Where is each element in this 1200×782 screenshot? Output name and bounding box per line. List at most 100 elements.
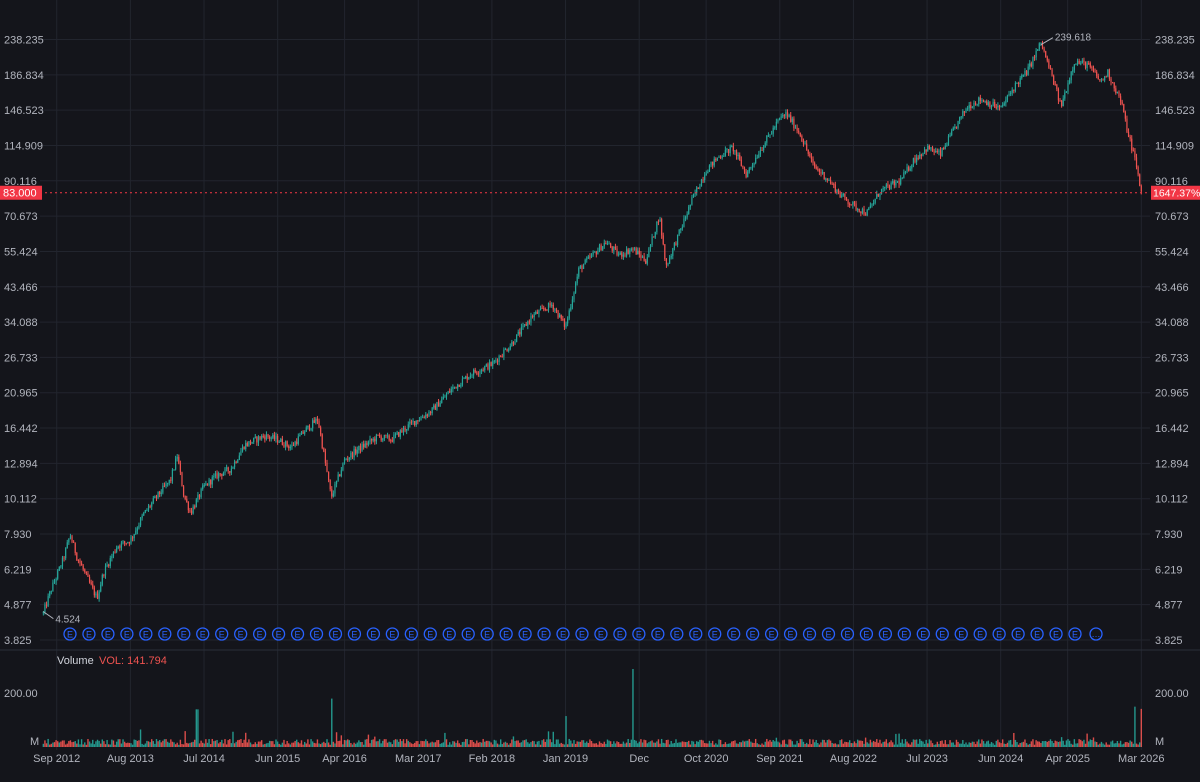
- earnings-marker-icon[interactable]: E: [518, 627, 532, 641]
- earnings-marker-icon[interactable]: E: [594, 627, 608, 641]
- earnings-marker-icon[interactable]: E: [878, 627, 893, 641]
- earnings-marker-icon[interactable]: E: [82, 627, 96, 641]
- volume-bar: [1001, 739, 1004, 747]
- earnings-more-icon[interactable]: …: [1089, 627, 1103, 641]
- earnings-marker-icon[interactable]: E: [1030, 627, 1044, 641]
- volume-bar: [230, 743, 233, 747]
- earnings-marker-icon[interactable]: E: [537, 627, 551, 641]
- candle-body: [447, 391, 449, 395]
- candle-body: [1064, 92, 1066, 99]
- volume-bar: [810, 744, 813, 747]
- earnings-marker-icon[interactable]: E: [215, 627, 229, 641]
- earnings-marker-icon[interactable]: E: [840, 627, 855, 641]
- candle-body: [493, 360, 495, 362]
- earnings-marker-icon[interactable]: E: [196, 627, 210, 641]
- earnings-marker-icon[interactable]: E: [783, 627, 798, 641]
- earnings-marker-icon[interactable]: E: [632, 627, 646, 641]
- earnings-marker-icon[interactable]: E: [992, 627, 1006, 641]
- volume-bar: [49, 744, 51, 747]
- earnings-marker-icon[interactable]: E: [745, 627, 760, 641]
- earnings-marker-icon[interactable]: E: [271, 627, 286, 641]
- volume-bar: [168, 742, 170, 747]
- earnings-marker-icon[interactable]: E: [897, 627, 911, 641]
- earnings-marker-icon[interactable]: E: [613, 627, 627, 641]
- candle-body: [570, 307, 572, 311]
- earnings-marker-icon[interactable]: E: [651, 627, 665, 641]
- candle-body: [1072, 69, 1074, 72]
- earnings-marker-icon[interactable]: E: [821, 627, 836, 641]
- earnings-marker-icon[interactable]: E: [347, 627, 362, 641]
- candle-body: [579, 265, 581, 268]
- earnings-marker-ring: [556, 627, 570, 641]
- earnings-marker-icon[interactable]: E: [234, 627, 248, 641]
- earnings-marker-icon[interactable]: E: [328, 627, 343, 641]
- earnings-marker-icon[interactable]: E: [708, 627, 722, 641]
- earnings-marker-icon[interactable]: E: [973, 627, 987, 641]
- volume-bar: [662, 742, 664, 747]
- earnings-marker-icon[interactable]: E: [63, 627, 77, 641]
- earnings-marker-icon[interactable]: E: [575, 627, 589, 641]
- candle-body: [484, 366, 486, 371]
- candle-body: [50, 591, 52, 593]
- candle-body: [178, 457, 180, 464]
- volume-bar: [425, 739, 427, 747]
- candle-body: [594, 251, 596, 253]
- earnings-marker-icon[interactable]: E: [290, 627, 305, 641]
- earnings-marker-icon[interactable]: E: [499, 627, 513, 641]
- earnings-marker-icon[interactable]: E: [252, 627, 267, 641]
- volume-bar: [654, 742, 656, 747]
- candle-body: [235, 461, 237, 463]
- volume-bar: [503, 742, 505, 747]
- earnings-marker-icon[interactable]: E: [1068, 627, 1082, 641]
- earnings-marker-icon[interactable]: E: [727, 627, 741, 641]
- volume-bar: [291, 742, 293, 747]
- volume-bar: [319, 744, 322, 747]
- earnings-marker-icon[interactable]: E: [916, 627, 930, 641]
- candle-body: [361, 444, 363, 451]
- earnings-marker-icon[interactable]: E: [480, 627, 494, 641]
- candle-body: [751, 165, 754, 168]
- volume-bar: [292, 742, 295, 747]
- earnings-marker-icon[interactable]: E: [442, 627, 456, 641]
- earnings-marker-icon[interactable]: E: [802, 627, 817, 641]
- earnings-marker-icon[interactable]: E: [556, 627, 570, 641]
- earnings-marker-icon[interactable]: E: [689, 627, 703, 641]
- candle-body: [998, 105, 1001, 108]
- earnings-marker-icon[interactable]: E: [120, 627, 134, 641]
- earnings-marker-icon[interactable]: E: [158, 627, 172, 641]
- volume-bar: [1060, 737, 1063, 747]
- earnings-marker-icon[interactable]: E: [101, 627, 115, 641]
- candle-body: [383, 434, 385, 439]
- candle-body: [304, 431, 306, 434]
- volume-bar: [1052, 743, 1055, 747]
- earnings-marker-icon[interactable]: E: [1011, 627, 1025, 641]
- earnings-marker-icon[interactable]: E: [670, 627, 684, 641]
- earnings-marker-glyph: E: [276, 630, 282, 640]
- earnings-marker-ring: [215, 627, 229, 641]
- earnings-marker-icon[interactable]: E: [366, 627, 381, 641]
- volume-bar: [128, 742, 131, 747]
- candle-body: [750, 167, 752, 169]
- candle-body: [879, 194, 881, 197]
- earnings-marker-glyph: E: [427, 630, 433, 640]
- volume-bar: [300, 740, 303, 747]
- earnings-marker-icon[interactable]: E: [423, 627, 437, 641]
- volume-bar: [1040, 742, 1042, 747]
- earnings-marker-ring: [404, 627, 418, 641]
- earnings-marker-icon[interactable]: E: [1049, 627, 1063, 641]
- earnings-marker-icon[interactable]: E: [859, 627, 874, 641]
- earnings-marker-icon[interactable]: E: [764, 627, 779, 641]
- earnings-marker-icon[interactable]: E: [404, 627, 418, 641]
- earnings-marker-icon[interactable]: E: [385, 627, 400, 641]
- earnings-marker-icon[interactable]: E: [954, 627, 968, 641]
- candle-body: [536, 311, 538, 314]
- earnings-marker-icon[interactable]: E: [461, 627, 475, 641]
- earnings-marker-icon[interactable]: E: [177, 627, 191, 641]
- earnings-marker-icon[interactable]: E: [139, 627, 153, 641]
- earnings-marker-icon[interactable]: E: [309, 627, 324, 641]
- volume-bar: [517, 740, 519, 747]
- earnings-marker-icon[interactable]: E: [935, 627, 949, 641]
